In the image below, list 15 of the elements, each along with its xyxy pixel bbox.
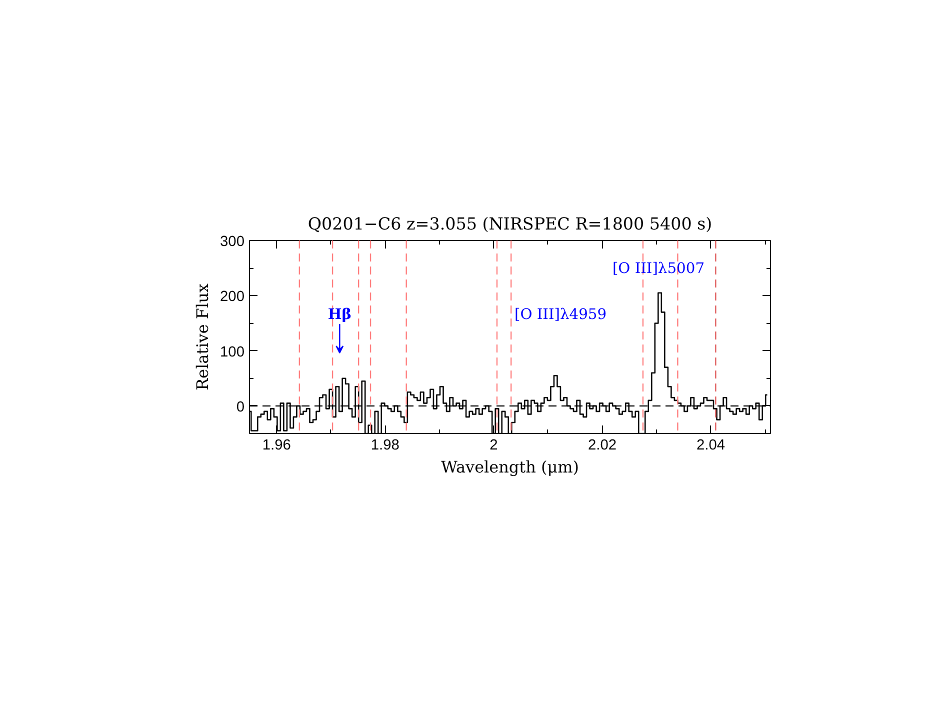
annotation: [O III]λ5007	[612, 260, 705, 277]
y-tick-label: 0	[236, 399, 245, 416]
x-tick-label: 2	[490, 438, 498, 454]
y-tick-label: 100	[220, 344, 245, 360]
chart-title: Q0201−C6 z=3.055 (NIRSPEC R=1800 5400 s)	[308, 214, 712, 234]
x-tick-label: 1.96	[262, 438, 291, 454]
annotation: [O III]λ4959	[514, 306, 607, 323]
y-tick-label: 300	[220, 234, 245, 250]
x-axis-title: Wavelength (μm)	[440, 458, 580, 476]
x-tick-label: 1.98	[370, 438, 400, 454]
x-tick-label: 2.04	[696, 438, 726, 454]
annotation: Hβ	[328, 306, 352, 323]
y-axis-title: Relative Flux	[193, 284, 212, 390]
x-tick-label: 2.02	[588, 438, 617, 454]
y-tick-label: 200	[220, 289, 245, 306]
